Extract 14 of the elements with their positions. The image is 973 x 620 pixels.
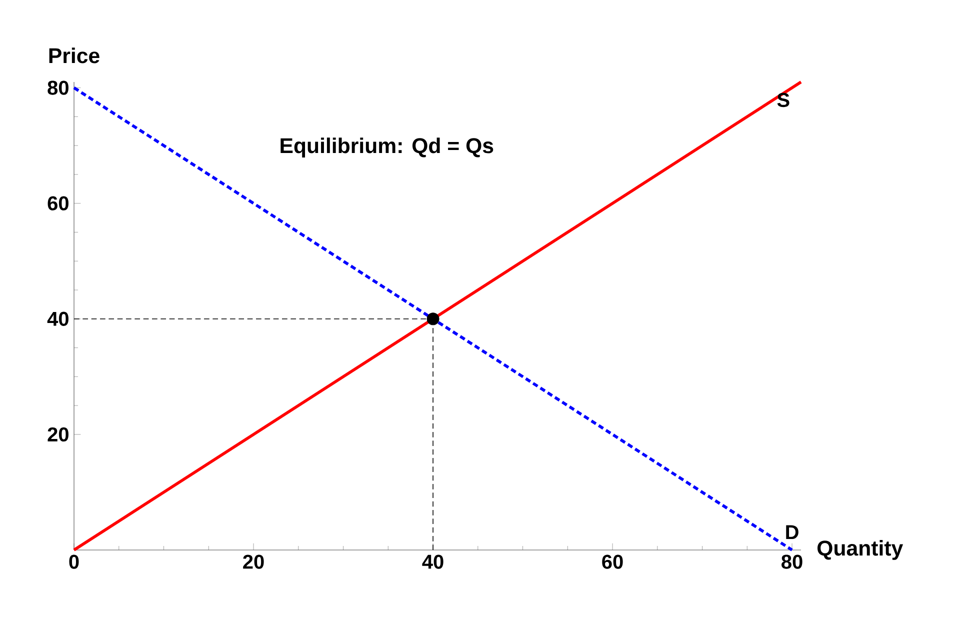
- series-label: D: [786, 525, 798, 540]
- x-tick-label: 60: [602, 554, 623, 569]
- annotation: Equilibrium: Qd = Qs: [280, 138, 494, 158]
- y-tick-label: 40: [47, 312, 68, 326]
- x-tick-label: 80: [782, 554, 802, 569]
- series-label: S: [777, 92, 790, 108]
- x-axis-title: Quantity: [817, 540, 904, 560]
- x-tick-label: 0: [69, 554, 79, 569]
- y-tick-label: 20: [48, 427, 68, 442]
- y-tick-label: 60: [48, 196, 68, 210]
- x-tick-label: 40: [422, 554, 444, 569]
- x-tick-label: 20: [243, 554, 264, 569]
- y-tick-label: 80: [48, 80, 68, 95]
- y-axis-title: Price: [49, 48, 100, 64]
